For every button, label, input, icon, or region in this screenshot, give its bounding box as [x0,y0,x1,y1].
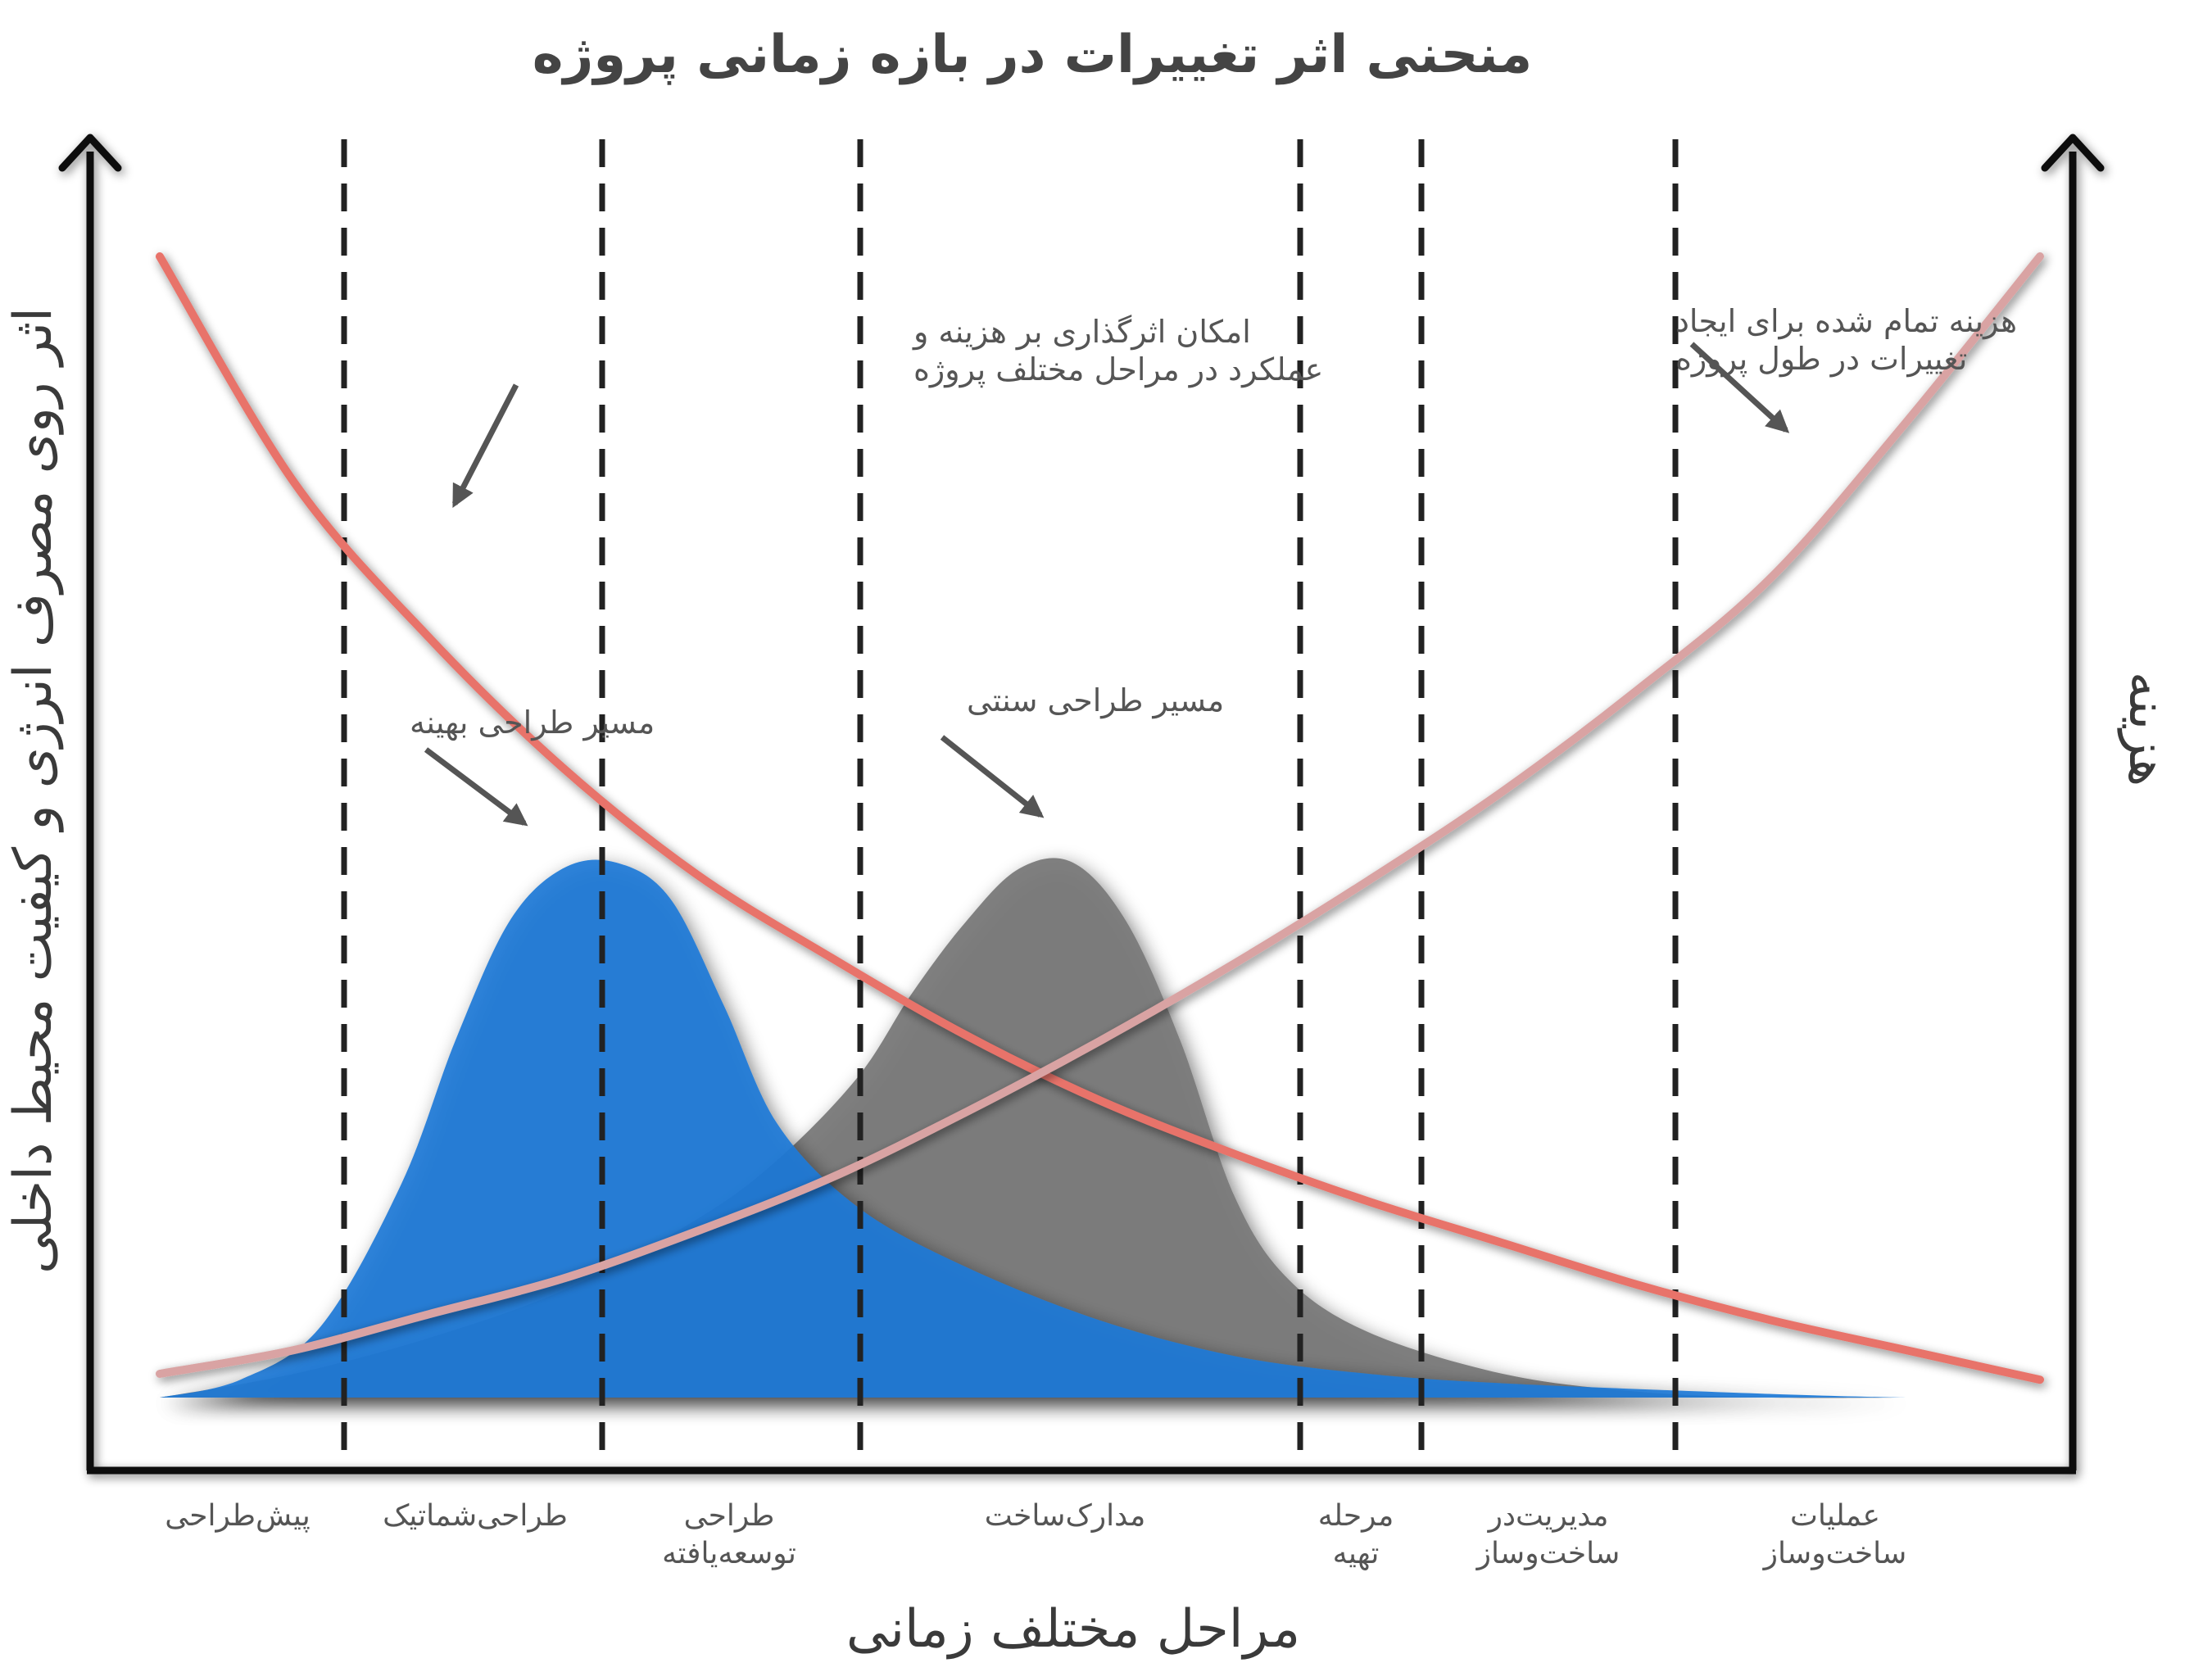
stage-label: مدارک‌ساخت [985,1499,1146,1533]
traditional-design-area [160,858,1906,1398]
stage-labels: پیش‌طراحی طراحی‌شماتیک طراحی توسعه‌یافته مدا… [165,1499,1906,1570]
stage-label: طراحی‌شماتیک [383,1499,568,1533]
annotation-arrow [940,735,1045,818]
stage-label: مرحله تهیه [1318,1499,1394,1570]
stage-label: طراحی توسعه‌یافته [662,1499,796,1570]
optimal-annotation: مسیر طراحی بهینه [410,705,655,741]
annotation-arrow [451,383,519,508]
right-axis-arrow [2041,134,2105,172]
axes [58,134,2105,1475]
annotations: امکان اثرگذاری بر هزینه و عملکرد در مراحل… [410,303,2017,827]
traditional-annotation: مسیر طراحی سنتی [967,682,1224,719]
influence-annotation: امکان اثرگذاری بر هزینه و عملکرد در مراحل… [912,314,1323,388]
annotation-arrow [1689,342,1790,433]
y-axis-title-right: هزینه [2117,672,2178,787]
left-axis-arrow [58,134,122,172]
annotation-arrow [424,747,528,827]
stage-label: پیش‌طراحی [165,1499,310,1533]
x-axis-title: مراحل مختلف زمانی [846,1599,1300,1660]
stage-label: مدیریت‌در ساخت‌وساز [1475,1499,1620,1570]
chart-title: منحنی اثر تغییرات در بازه زمانی پروژه [533,25,1533,85]
change-cost-curve [156,252,2044,1378]
cost-annotation: هزینه تمام شده برای ایجاد تغییرات در طول … [1675,303,2017,378]
y-axis-title-left: اثر روی مصرف انرژی و کیفیت محیط داخلی [3,307,64,1274]
stage-label: عملیات ساخت‌وساز [1762,1499,1907,1570]
optimal-design-area [160,859,1906,1398]
plot-area [156,139,2044,1466]
influence-curve [156,252,2044,1384]
